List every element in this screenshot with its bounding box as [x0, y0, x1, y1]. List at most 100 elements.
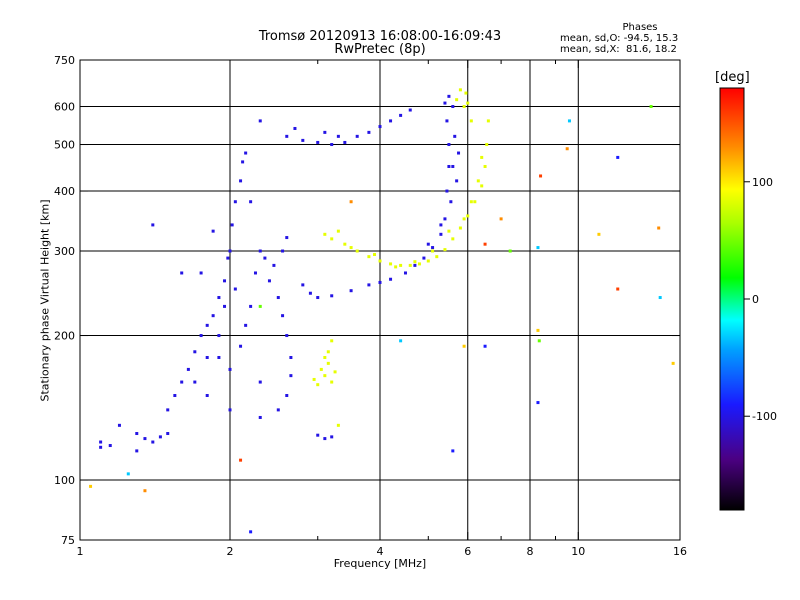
stats-header: Phases: [622, 22, 658, 33]
data-point-o: [276, 296, 280, 300]
data-point-x: [378, 259, 382, 263]
data-point-o: [285, 134, 289, 138]
data-point-x: [476, 179, 480, 183]
data-point-o: [330, 143, 334, 147]
data-point-o: [239, 179, 243, 183]
y-tick-label: 400: [54, 185, 75, 198]
data-point-noise: [539, 174, 543, 178]
data-point-noise: [349, 200, 353, 204]
stats-o-mode: mean, sd,O: -94.5, 15.3: [560, 33, 679, 44]
data-point-x: [323, 232, 327, 236]
data-point-o: [135, 449, 139, 453]
data-point-o: [258, 119, 262, 123]
data-point-o: [301, 138, 305, 142]
data-point-o: [258, 249, 262, 253]
data-point-o: [439, 223, 443, 227]
data-point-x: [455, 98, 459, 102]
data-point-x: [431, 249, 435, 253]
data-point-x: [336, 229, 340, 233]
data-point-noise: [536, 328, 540, 332]
y-tick-label: 500: [54, 139, 75, 152]
data-point-o: [367, 130, 371, 134]
data-point-o: [217, 296, 221, 300]
data-point-o: [308, 291, 312, 295]
stats-x-mode: mean, sd,X: 81.6, 18.2: [560, 44, 677, 55]
data-point-o: [445, 189, 449, 193]
data-point-o: [199, 271, 203, 275]
data-point-o: [293, 126, 297, 130]
data-point-x: [373, 253, 377, 257]
data-point-x: [486, 119, 490, 123]
colorbar-tick-label: 100: [752, 176, 773, 189]
data-point-x: [485, 143, 489, 147]
x-axis-ticks: 1 2 4 6 8 10 16: [77, 60, 687, 558]
data-point-noise: [483, 242, 487, 246]
data-point-x: [399, 263, 403, 267]
data-point-o: [241, 160, 245, 164]
data-point-o: [316, 433, 320, 437]
data-point-o: [223, 279, 227, 283]
data-point-x: [330, 380, 334, 384]
data-point-x: [330, 339, 334, 343]
data-point-o: [455, 179, 459, 183]
data-point-x: [462, 105, 466, 109]
data-point-o: [99, 440, 103, 444]
data-point-o: [323, 437, 327, 441]
data-point-o: [223, 304, 227, 308]
data-point-o: [233, 287, 237, 291]
data-point-x: [469, 119, 473, 123]
data-point-x: [349, 246, 353, 250]
y-tick-label: 300: [54, 245, 75, 258]
data-point-o: [316, 296, 320, 300]
data-point-o: [239, 344, 243, 348]
data-point-o: [180, 271, 184, 275]
data-point-noise: [567, 119, 571, 123]
data-point-noise: [239, 458, 243, 462]
colorbar-tick-label: 0: [752, 293, 759, 306]
data-point-x: [312, 377, 316, 381]
y-tick-label: 600: [54, 101, 75, 114]
data-point-x: [408, 263, 412, 267]
data-point-x: [435, 255, 439, 259]
data-point-o: [108, 444, 112, 448]
data-point-o: [193, 380, 197, 384]
data-point-noise: [508, 249, 512, 253]
data-point-noise: [536, 246, 540, 250]
data-point-o: [367, 283, 371, 287]
data-point-o: [443, 217, 447, 221]
data-point-o: [389, 277, 393, 281]
data-point-o: [228, 249, 232, 253]
data-point-o: [285, 394, 289, 398]
data-point-o: [205, 355, 209, 359]
data-point-x: [480, 184, 484, 188]
y-tick-label: 200: [54, 330, 75, 343]
data-point-o: [289, 374, 293, 378]
data-point-o: [205, 394, 209, 398]
data-point-o: [426, 242, 430, 246]
x-tick-label: 8: [527, 545, 534, 558]
data-point-x: [451, 237, 455, 241]
data-point-o: [413, 263, 417, 267]
data-point-x: [323, 355, 327, 359]
data-point-x: [447, 229, 451, 233]
data-point-o: [180, 380, 184, 384]
data-point-o: [389, 119, 393, 123]
x-tick-label: 2: [227, 545, 234, 558]
data-point-o: [135, 432, 139, 436]
data-point-noise: [649, 105, 653, 109]
data-point-o: [186, 367, 190, 371]
data-point-x: [323, 374, 327, 378]
data-point-o: [244, 151, 248, 155]
data-point-x: [469, 200, 473, 204]
data-point-o: [211, 314, 215, 318]
data-point-o: [330, 435, 334, 439]
data-point-o: [403, 271, 407, 275]
data-point-o: [173, 394, 177, 398]
data-point-o: [408, 108, 412, 112]
y-axis-label: Stationary phase Virtual Height [km]: [38, 199, 52, 402]
data-point-x: [394, 265, 398, 269]
data-point-o: [117, 423, 121, 427]
data-point-x: [330, 237, 334, 241]
data-point-noise: [249, 530, 253, 534]
data-point-x: [473, 200, 477, 204]
